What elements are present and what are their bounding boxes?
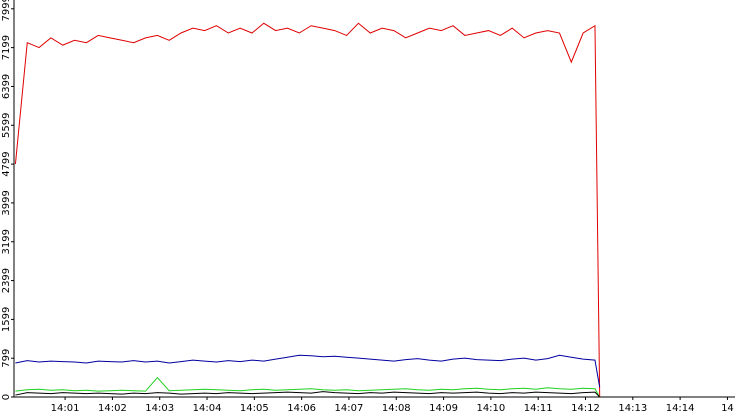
x-tick-label: 14:09 xyxy=(429,403,458,414)
x-tick-label: 14:14 xyxy=(666,403,695,414)
y-tick-label: 3199 xyxy=(1,229,12,254)
y-tick-label: 7199 xyxy=(1,35,12,60)
y-tick-label: 7999 xyxy=(1,0,12,22)
x-tick-label: 14:10 xyxy=(476,403,505,414)
x-tick-label: 14:07 xyxy=(335,403,364,414)
y-tick-label: 4799 xyxy=(1,151,12,176)
x-tick-label: 14:05 xyxy=(240,403,269,414)
series-line xyxy=(15,376,601,398)
series-line xyxy=(15,354,601,388)
y-tick-label: 799 xyxy=(1,349,12,368)
x-tick-label: 14:06 xyxy=(287,403,316,414)
x-tick-label: 14:01 xyxy=(51,403,80,414)
x-tick-label: 14:03 xyxy=(145,403,174,414)
y-tick-label: 0 xyxy=(1,394,12,400)
x-tick-label: 14:11 xyxy=(524,403,553,414)
x-tick-label: 14:04 xyxy=(193,403,222,414)
series-line xyxy=(14,22,601,398)
y-tick-label: 2399 xyxy=(1,268,12,293)
y-tick-label: 5599 xyxy=(1,113,12,138)
y-tick-label: 6399 xyxy=(1,74,12,99)
y-tick-label: 3999 xyxy=(1,190,12,215)
x-tick-label: 14 xyxy=(721,403,734,414)
y-tick-label: 1599 xyxy=(1,307,12,332)
x-tick-label: 14:12 xyxy=(571,403,600,414)
x-tick-label: 14:02 xyxy=(98,403,127,414)
x-tick-label: 14:08 xyxy=(382,403,411,414)
series-line xyxy=(15,391,601,398)
x-tick-label: 14:13 xyxy=(618,403,647,414)
